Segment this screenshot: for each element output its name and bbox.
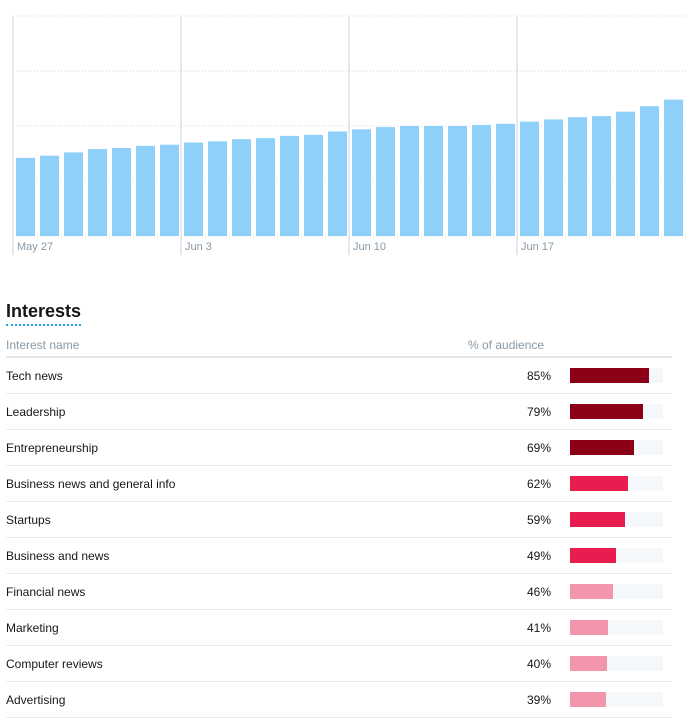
chart-bar[interactable] [472,124,491,236]
chart-bar[interactable] [568,117,587,236]
interest-percent: 49% [526,549,551,563]
chart-bar[interactable] [16,157,35,236]
interest-percent: 46% [526,585,551,599]
chart-x-ticks: May 27 Jun 3 Jun 10 Jun 17 [17,241,554,253]
interest-bar-track [570,476,663,491]
interest-bar-fill [570,440,635,455]
interest-percent: 85% [526,369,551,383]
interest-name: Entrepreneurship [6,441,99,455]
chart-bar[interactable] [328,131,347,237]
column-percent-audience: % of audience [468,338,545,352]
interest-percent: 41% [526,621,551,635]
table-row: Computer reviews 40% [6,646,672,682]
chart-bar[interactable] [160,144,179,236]
chart-bar[interactable] [40,155,59,236]
chart-bar[interactable] [400,126,419,236]
x-tick-label: Jun 3 [185,241,212,253]
table-row: Business news and general info 62% [6,466,672,502]
interest-bar-fill [570,584,613,599]
interest-name: Leadership [6,405,66,419]
interest-name: Computer reviews [6,657,103,671]
column-interest-name: Interest name [6,338,80,352]
chart-bar[interactable] [520,121,539,236]
chart-bar[interactable] [424,126,443,236]
chart-bar[interactable] [88,149,107,236]
interest-bar-fill [570,404,644,419]
interest-bar-track [570,620,663,635]
table-row: Financial news 46% [6,574,672,610]
chart-bar[interactable] [304,134,323,236]
interest-bar-track [570,548,663,563]
chart-bar[interactable] [256,138,275,236]
interest-bar-fill [570,620,609,635]
table-row: Advertising 39% [6,682,672,718]
chart-bar[interactable] [592,116,611,236]
interests-title[interactable]: Interests [6,300,82,326]
interests-section: Interests Interest name % of audience Te… [6,300,672,718]
chart-bar[interactable] [352,129,371,236]
interest-bar-track [570,368,663,383]
interests-list: Tech news 85% Leadership 79% Entrepreneurshi… [6,358,672,718]
chart-bars [16,99,683,237]
chart-bar[interactable] [544,119,563,236]
interest-percent: 40% [526,657,551,671]
interest-name: Advertising [6,693,66,707]
x-tick-label: Jun 17 [521,241,554,253]
interest-name: Financial news [6,585,86,599]
x-tick-label: Jun 10 [353,241,386,253]
interest-bar-fill [570,692,607,707]
interest-percent: 69% [526,441,551,455]
interest-percent: 39% [526,693,551,707]
chart-bar[interactable] [280,135,299,236]
interest-bar-fill [570,368,650,383]
interest-bar-track [570,512,663,527]
interest-bar-track [570,404,663,419]
interest-percent: 59% [526,513,551,527]
interest-bar-track [570,440,663,455]
chart-grid [12,15,688,255]
daily-bar-chart: May 27 Jun 3 Jun 10 Jun 17 [12,15,688,255]
interests-table-header: Interest name % of audience [6,336,672,358]
interest-name: Business and news [6,549,110,563]
chart-bar[interactable] [640,106,659,236]
table-row: Startups 59% [6,502,672,538]
interest-bar-fill [570,656,608,671]
chart-bar[interactable] [376,127,395,236]
table-row: Marketing 41% [6,610,672,646]
table-row: Business and news 49% [6,538,672,574]
interest-name: Marketing [6,621,59,635]
interest-name: Tech news [6,369,63,383]
chart-bar[interactable] [184,142,203,237]
interest-bar-track [570,584,663,599]
chart-bar[interactable] [64,152,83,236]
interest-bar-fill [570,476,628,491]
table-row: Entrepreneurship 69% [6,430,672,466]
chart-bar[interactable] [616,111,635,236]
table-row: Tech news 85% [6,358,672,394]
chart-bar[interactable] [496,123,515,236]
interest-bar-track [570,656,663,671]
x-tick-label: May 27 [17,241,53,253]
chart-bar[interactable] [208,141,227,236]
chart-bar[interactable] [664,99,683,236]
interest-bar-track [570,692,663,707]
chart-bar[interactable] [136,145,155,236]
interest-bar-fill [570,548,616,563]
chart-bar[interactable] [448,126,467,236]
interest-percent: 62% [526,477,551,491]
interest-name: Startups [6,513,51,527]
interest-bar-fill [570,512,625,527]
interest-percent: 79% [526,405,551,419]
chart-bar[interactable] [232,139,251,236]
table-row: Leadership 79% [6,394,672,430]
chart-bar[interactable] [112,148,131,236]
interest-name: Business news and general info [6,477,176,491]
